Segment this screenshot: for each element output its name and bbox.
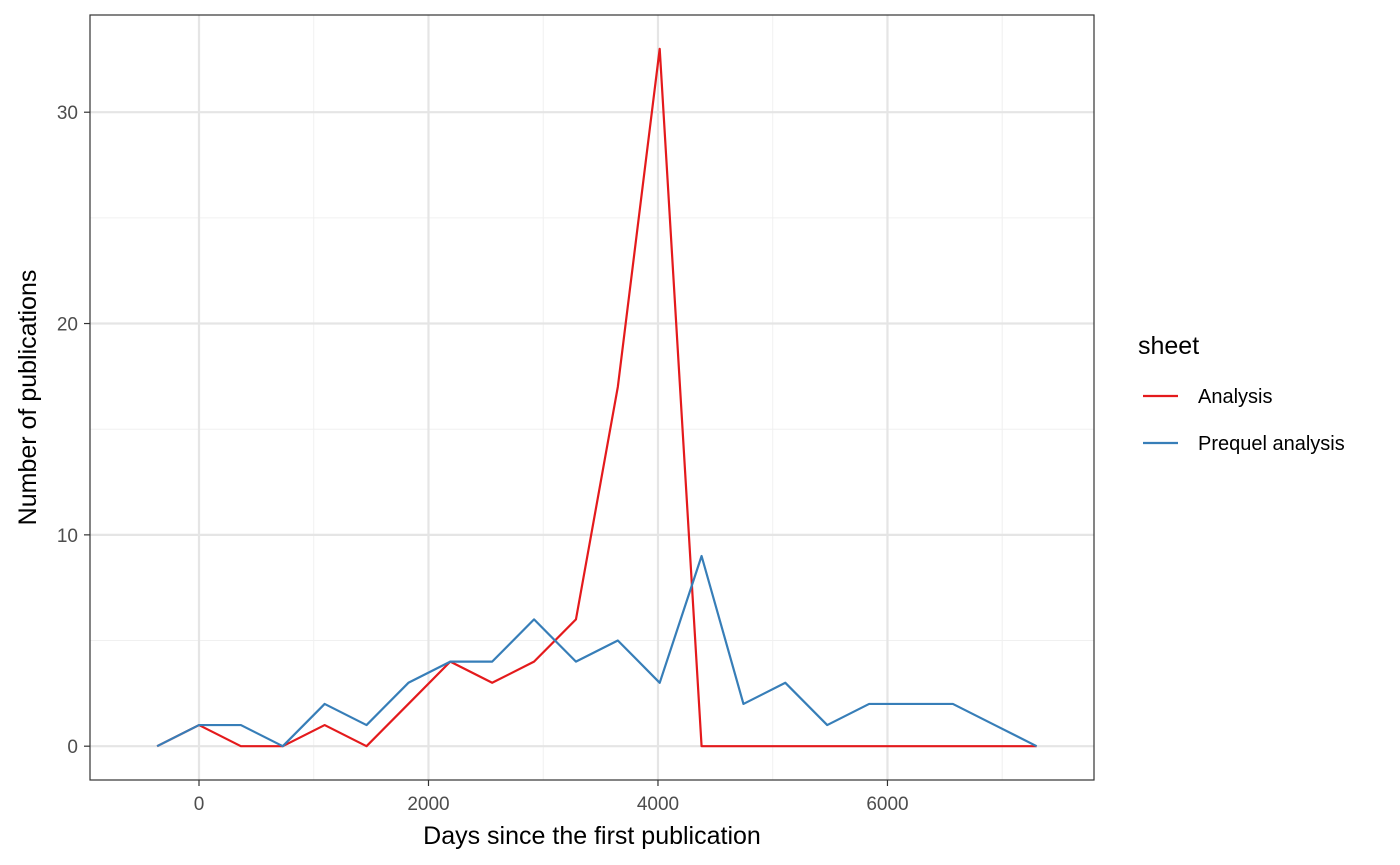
data-point	[952, 745, 954, 747]
axes: 0 2000 4000 6000 0 10 20 30	[57, 103, 909, 815]
data-point	[575, 618, 577, 620]
data-point	[826, 745, 828, 747]
data-point	[156, 745, 158, 747]
data-point	[700, 555, 702, 557]
data-point	[365, 724, 367, 726]
data-point	[659, 682, 661, 684]
data-point	[324, 703, 326, 705]
legend-label-0: Analysis	[1198, 386, 1272, 408]
data-point	[617, 639, 619, 641]
y-axis-title: Number of publications	[14, 270, 42, 526]
data-series	[156, 47, 1038, 748]
legend: sheet Analysis Prequel analysis	[1138, 332, 1345, 455]
x-axis-title: Days since the first publication	[423, 822, 761, 850]
legend-label-1: Prequel analysis	[1198, 433, 1345, 455]
data-point	[324, 724, 326, 726]
x-tick-label: 2000	[407, 794, 449, 815]
data-point	[407, 703, 409, 705]
data-point	[533, 661, 535, 663]
grid-lines	[90, 15, 1094, 780]
y-tick-label: 10	[57, 526, 78, 547]
data-point	[575, 661, 577, 663]
series-line-0	[156, 47, 1037, 748]
legend-items: Analysis Prequel analysis	[1143, 386, 1345, 455]
data-point	[910, 703, 912, 705]
data-point	[617, 386, 619, 388]
series-line-1	[156, 554, 1038, 748]
y-tick-label: 30	[57, 103, 78, 124]
data-point	[742, 745, 744, 747]
y-tick-label: 0	[67, 737, 78, 758]
data-point	[868, 703, 870, 705]
data-point	[533, 618, 535, 620]
data-point	[491, 661, 493, 663]
data-point	[659, 48, 661, 50]
data-point	[1036, 745, 1038, 747]
data-point	[365, 745, 367, 747]
data-point	[868, 745, 870, 747]
data-point	[491, 682, 493, 684]
data-point	[742, 703, 744, 705]
data-point	[240, 724, 242, 726]
data-point	[407, 682, 409, 684]
data-point	[240, 745, 242, 747]
x-tick-label: 6000	[866, 794, 908, 815]
data-point	[826, 724, 828, 726]
data-point	[784, 745, 786, 747]
data-point	[700, 745, 702, 747]
data-point	[910, 745, 912, 747]
plot-panel-border	[89, 14, 1095, 781]
data-point	[282, 745, 284, 747]
legend-title: sheet	[1138, 332, 1199, 360]
x-tick-label: 4000	[637, 794, 679, 815]
data-point	[994, 745, 996, 747]
y-tick-label: 20	[57, 315, 78, 336]
x-tick-label: 0	[194, 794, 205, 815]
data-point	[198, 724, 200, 726]
data-point	[952, 703, 954, 705]
data-point	[784, 682, 786, 684]
data-point	[994, 724, 996, 726]
data-point	[449, 661, 451, 663]
